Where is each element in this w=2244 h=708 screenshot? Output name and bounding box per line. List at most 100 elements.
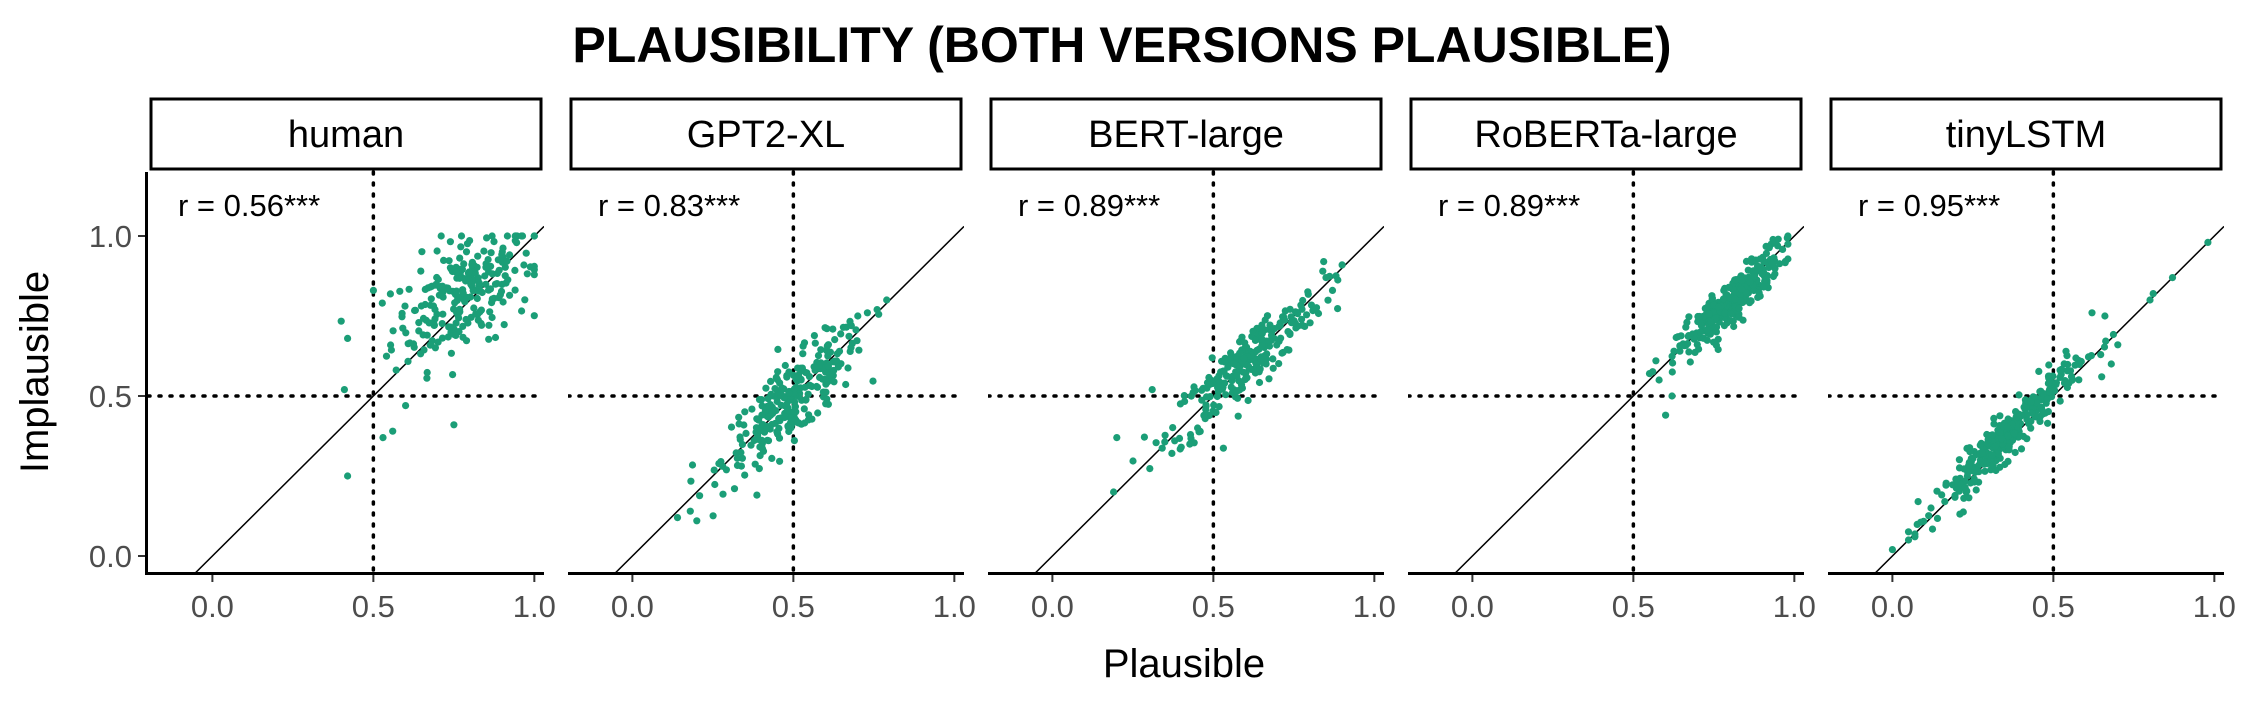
data-point — [1319, 267, 1327, 275]
data-point — [1735, 313, 1743, 321]
data-point — [1279, 348, 1287, 357]
data-point — [392, 366, 400, 374]
data-point — [468, 261, 476, 269]
data-point — [1240, 354, 1248, 362]
data-point — [1938, 491, 1946, 499]
data-point — [1685, 348, 1693, 356]
data-point — [1779, 245, 1787, 253]
data-point — [1991, 442, 1999, 450]
data-point — [1996, 412, 2004, 420]
data-point — [2005, 443, 2013, 451]
data-point — [434, 338, 442, 346]
data-point — [1186, 440, 1194, 448]
data-point — [829, 325, 837, 333]
data-point — [1249, 327, 1257, 335]
data-point — [459, 322, 467, 330]
data-point — [497, 287, 506, 295]
data-point — [1727, 310, 1735, 318]
data-point — [1774, 235, 1782, 243]
data-point — [477, 319, 485, 328]
data-point — [799, 350, 807, 358]
data-point — [782, 401, 791, 409]
data-point — [475, 279, 483, 287]
data-point — [511, 266, 519, 274]
data-point — [530, 312, 538, 320]
data-point — [780, 413, 788, 421]
data-point — [404, 357, 412, 365]
data-point — [2027, 398, 2035, 406]
data-point — [411, 306, 419, 314]
correlation-label: r = 0.89*** — [1438, 188, 1580, 223]
data-point — [774, 368, 782, 376]
data-point — [2056, 397, 2064, 405]
data-point — [811, 339, 819, 347]
data-point — [1286, 329, 1294, 337]
data-point — [2004, 432, 2012, 440]
data-point — [751, 460, 759, 468]
x-tick-label: 0.0 — [1031, 589, 1074, 624]
data-point — [1222, 391, 1230, 399]
data-point — [831, 357, 839, 365]
data-point — [447, 323, 455, 331]
data-point — [794, 419, 802, 427]
data-point — [506, 251, 514, 259]
data-point — [1187, 434, 1195, 442]
data-point — [1129, 457, 1137, 465]
data-point — [488, 232, 496, 240]
data-point — [1755, 289, 1763, 297]
data-point — [1994, 450, 2002, 458]
data-point — [748, 405, 756, 413]
data-point — [484, 256, 492, 264]
data-point — [1746, 278, 1754, 286]
data-point — [816, 373, 824, 381]
data-points — [1888, 238, 2212, 554]
x-tick-label: 0.0 — [191, 589, 234, 624]
data-point — [1255, 378, 1264, 387]
x-tick-label: 1.0 — [2193, 589, 2236, 624]
data-point — [772, 373, 780, 381]
data-point — [810, 332, 819, 340]
data-point — [1695, 312, 1704, 321]
data-point — [1668, 392, 1676, 400]
data-point — [369, 286, 377, 294]
data-point — [1322, 274, 1330, 282]
data-point — [1198, 386, 1206, 394]
data-point — [456, 254, 464, 262]
data-point — [1267, 331, 1276, 339]
data-point — [1169, 424, 1177, 432]
data-point — [1978, 449, 1986, 457]
data-point — [781, 361, 789, 370]
data-point — [398, 309, 406, 317]
data-point — [485, 335, 493, 343]
data-point — [477, 306, 485, 314]
data-point — [710, 466, 718, 474]
y-axis-title: Implausible — [13, 271, 57, 473]
data-point — [1210, 401, 1218, 409]
data-point — [387, 346, 395, 354]
data-point — [1269, 355, 1277, 363]
data-point — [2100, 343, 2109, 351]
data-point — [1146, 465, 1154, 473]
data-point — [854, 312, 862, 320]
data-point — [378, 299, 386, 307]
data-point — [2072, 354, 2080, 362]
data-point — [1198, 396, 1206, 404]
data-point — [1758, 270, 1766, 278]
data-point — [1202, 406, 1210, 414]
data-point — [1703, 326, 1711, 334]
data-points — [673, 296, 891, 525]
data-point — [1277, 334, 1285, 342]
data-point — [1770, 254, 1778, 262]
data-point — [1152, 439, 1160, 447]
data-point — [2107, 360, 2115, 368]
data-point — [1273, 341, 1281, 349]
data-point — [1206, 380, 1214, 389]
data-point — [2044, 372, 2053, 380]
data-point — [831, 336, 839, 344]
data-point — [500, 321, 508, 329]
data-point — [823, 325, 831, 333]
data-point — [523, 270, 531, 278]
data-point — [1961, 483, 1969, 492]
data-point — [1928, 525, 1937, 533]
data-point — [456, 308, 464, 316]
